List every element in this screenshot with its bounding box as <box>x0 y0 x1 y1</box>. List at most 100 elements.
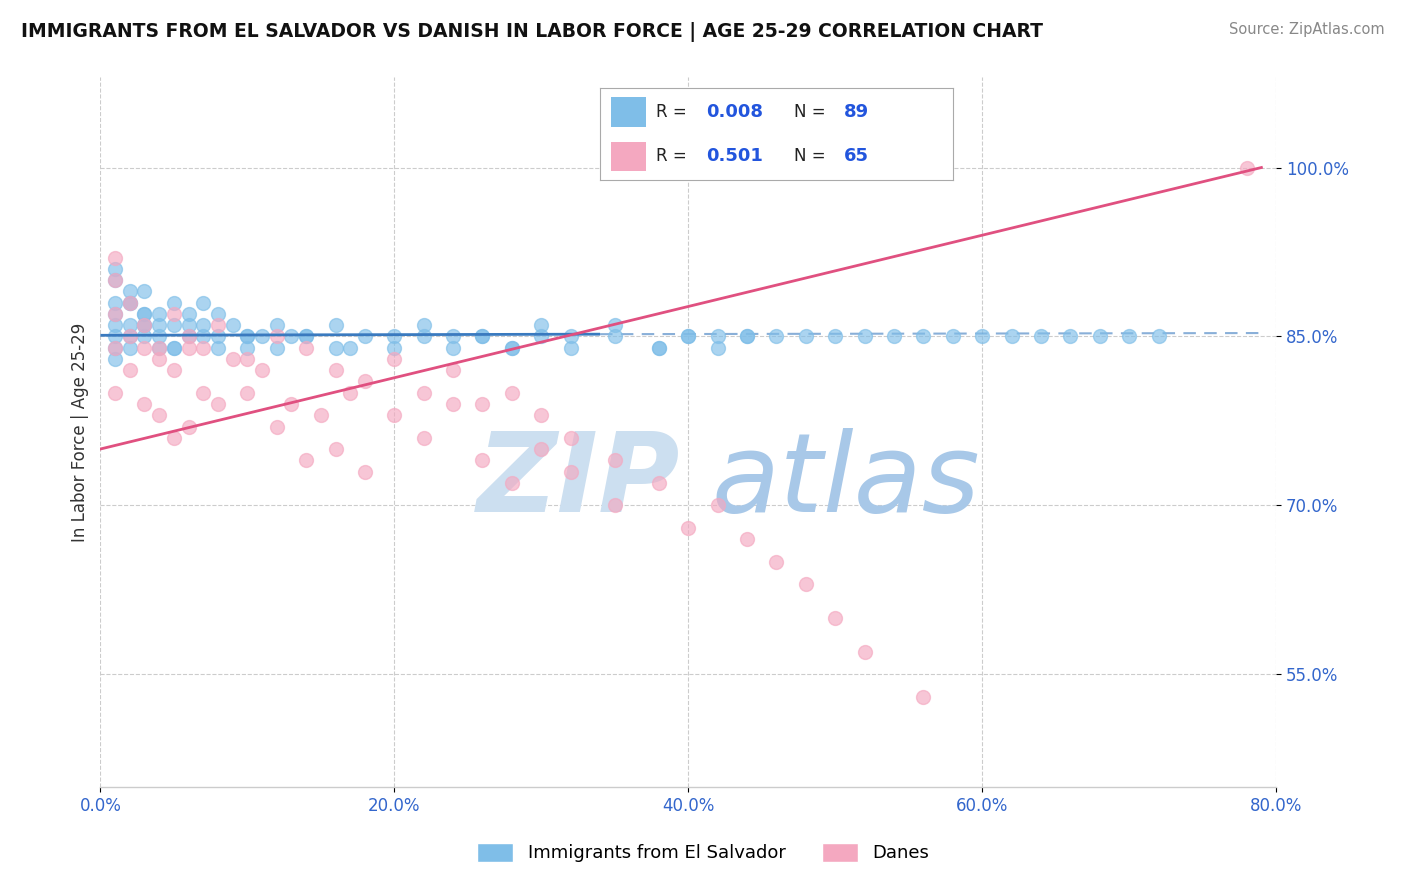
Text: atlas: atlas <box>711 428 980 535</box>
Point <box>134 341 156 355</box>
Point <box>148 307 170 321</box>
Point <box>134 307 156 321</box>
Text: ZIP: ZIP <box>477 428 681 535</box>
Point <box>266 318 288 333</box>
Y-axis label: In Labor Force | Age 25-29: In Labor Force | Age 25-29 <box>72 323 89 541</box>
Point <box>441 397 464 411</box>
Point <box>118 295 141 310</box>
Point <box>104 318 127 333</box>
Point <box>309 409 332 423</box>
Text: IMMIGRANTS FROM EL SALVADOR VS DANISH IN LABOR FORCE | AGE 25-29 CORRELATION CHA: IMMIGRANTS FROM EL SALVADOR VS DANISH IN… <box>21 22 1043 42</box>
Point <box>354 465 377 479</box>
Point <box>207 397 229 411</box>
Point <box>295 453 318 467</box>
Point <box>163 341 186 355</box>
Point <box>118 295 141 310</box>
Point <box>134 318 156 333</box>
Point <box>104 307 127 321</box>
Point <box>177 341 200 355</box>
Point <box>207 341 229 355</box>
Text: Source: ZipAtlas.com: Source: ZipAtlas.com <box>1229 22 1385 37</box>
Point <box>1236 161 1258 175</box>
Point <box>412 318 434 333</box>
Point <box>735 329 758 343</box>
Point <box>295 341 318 355</box>
Point <box>441 329 464 343</box>
Point <box>735 532 758 546</box>
Point <box>148 329 170 343</box>
Point <box>824 611 846 625</box>
Point <box>221 318 243 333</box>
Point <box>177 318 200 333</box>
Point <box>177 329 200 343</box>
Point <box>177 307 200 321</box>
Point <box>501 385 523 400</box>
Point <box>325 341 347 355</box>
Point <box>382 329 405 343</box>
Point <box>765 555 787 569</box>
Point <box>560 341 582 355</box>
Point <box>295 329 318 343</box>
Point <box>501 341 523 355</box>
Point <box>104 307 127 321</box>
Point <box>266 419 288 434</box>
Point <box>912 690 935 704</box>
Point <box>1029 329 1052 343</box>
Point <box>603 329 626 343</box>
Point <box>1059 329 1081 343</box>
Point <box>163 307 186 321</box>
Point <box>104 351 127 366</box>
Point <box>471 329 494 343</box>
Point <box>134 285 156 299</box>
Point <box>471 329 494 343</box>
Point <box>134 397 156 411</box>
Point <box>280 397 302 411</box>
Point <box>853 329 876 343</box>
Point <box>972 329 994 343</box>
Point <box>603 318 626 333</box>
Point <box>942 329 965 343</box>
Point <box>676 329 699 343</box>
Point <box>706 329 728 343</box>
Point <box>501 475 523 490</box>
Point <box>648 341 671 355</box>
Point <box>177 329 200 343</box>
Point <box>134 307 156 321</box>
Point <box>148 318 170 333</box>
Point <box>104 261 127 276</box>
Point <box>912 329 935 343</box>
Point <box>118 341 141 355</box>
Point <box>104 341 127 355</box>
Point <box>603 453 626 467</box>
Point <box>441 341 464 355</box>
Point <box>280 329 302 343</box>
Point <box>104 251 127 265</box>
Point <box>118 285 141 299</box>
Point <box>266 329 288 343</box>
Point <box>104 295 127 310</box>
Point <box>706 341 728 355</box>
Point <box>412 385 434 400</box>
Point <box>177 419 200 434</box>
Point <box>794 329 817 343</box>
Point <box>560 329 582 343</box>
Point <box>118 329 141 343</box>
Point <box>236 351 259 366</box>
Point <box>266 341 288 355</box>
Point <box>295 329 318 343</box>
Point <box>1000 329 1022 343</box>
Point <box>648 341 671 355</box>
Point <box>1088 329 1111 343</box>
Point <box>118 295 141 310</box>
Point <box>325 318 347 333</box>
Point <box>236 385 259 400</box>
Point <box>1147 329 1170 343</box>
Point <box>501 341 523 355</box>
Point <box>163 341 186 355</box>
Point <box>325 363 347 377</box>
Point <box>471 397 494 411</box>
Point <box>134 318 156 333</box>
Point <box>104 341 127 355</box>
Point <box>412 329 434 343</box>
Point <box>193 329 215 343</box>
